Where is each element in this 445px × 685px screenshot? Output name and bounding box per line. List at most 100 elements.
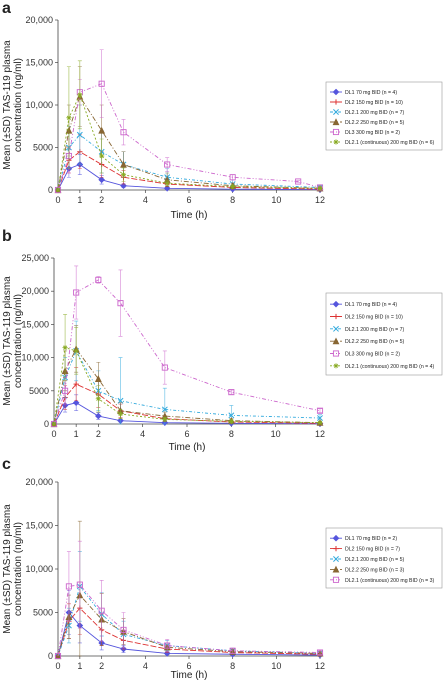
legend-entry: DL2.1 200 mg BID (n = 7) (345, 327, 405, 333)
x-axis-label: Time (h) (171, 670, 208, 681)
legend-marker (333, 139, 339, 145)
data-point (98, 176, 105, 184)
error-bar (121, 119, 126, 146)
y-tick-label: 25,000 (21, 253, 49, 263)
x-tick-label: 2 (99, 661, 104, 671)
x-tick-label: 0 (55, 195, 60, 205)
error-bar (99, 580, 104, 642)
data-point (77, 92, 83, 98)
error-bar (229, 389, 234, 395)
y-tick-label: 5000 (33, 608, 53, 618)
series-5 (54, 49, 324, 194)
x-tick-label: 12 (315, 195, 325, 205)
data-point (117, 411, 124, 417)
series-6 (55, 60, 323, 193)
panel-letter-a: a (2, 0, 11, 17)
y-tick-label: 20,000 (21, 286, 49, 296)
data-point (120, 129, 127, 136)
chart-panel-c: c 0 1 2 4 6 8 10 12 0 5000 10,000 15,000 20,000 Time … (0, 456, 445, 685)
data-point (229, 174, 236, 181)
legend-marker (332, 350, 340, 357)
x-tick-label: 0 (51, 429, 56, 439)
series-2 (55, 134, 323, 193)
legend: DL1 70 mg BID (n = 2) DL2 150 mg BID (n =… (325, 527, 443, 589)
series-line (57, 584, 321, 657)
series-2 (55, 581, 323, 659)
series-line (57, 83, 321, 191)
y-tick-label: 20,000 (25, 477, 53, 487)
y-tick-label: 10,000 (21, 353, 49, 363)
data-point (54, 652, 62, 660)
legend-entry: DL2.1 (continuous) 200 mg BID (n = 4) (345, 364, 435, 370)
legend-box (325, 292, 443, 376)
x-tick-label: 12 (315, 661, 325, 671)
x-tick-label: 8 (229, 429, 234, 439)
x-tick-label: 6 (186, 195, 191, 205)
data-point (164, 642, 171, 649)
legend-entry: DL1 70 mg BID (n = 2) (345, 536, 397, 542)
legend-entry: DL1 70 mg BID (n = 4) (345, 302, 397, 308)
y-tick-label: 0 (48, 651, 53, 661)
x-axis-label: Time (h) (171, 210, 208, 221)
x-tick-label: 0 (55, 661, 60, 671)
legend-marker (332, 534, 340, 542)
series-3 (55, 551, 323, 659)
legend-marker (332, 88, 340, 96)
y-axis-label: Mean (±SD) TAS-119 plasmaconcentration (… (2, 40, 24, 170)
x-tick-label: 6 (186, 661, 191, 671)
data-point (95, 276, 102, 283)
legend-marker (332, 337, 340, 345)
data-point (73, 289, 80, 296)
data-point (62, 345, 68, 351)
data-point (98, 126, 106, 134)
error-bar (165, 639, 170, 652)
data-point (120, 182, 127, 190)
x-tick-label: 10 (271, 661, 281, 671)
series-5 (50, 265, 324, 428)
chart-panel-a: a 0 1 2 4 6 8 10 12 0 5000 10,000 15,000 20,000 Time … (0, 0, 445, 228)
data-point (164, 180, 170, 186)
error-bar (318, 650, 322, 655)
data-point (73, 348, 79, 354)
legend-entry: DL2.1 200 mg BID (n = 5) (345, 557, 405, 563)
legend-marker (333, 109, 339, 115)
x-tick-label: 1 (77, 195, 82, 205)
data-point (76, 581, 83, 588)
series-3 (55, 104, 323, 193)
chart-b-svg: 0 1 2 4 6 8 10 120500010,00015,00020,00025,000T… (2, 253, 443, 453)
series-line (53, 383, 321, 425)
y-axis-label: Mean (±SD) TAS-119 plasmaconcentration (… (2, 504, 24, 634)
data-point (228, 389, 235, 396)
legend-entry: DL2.1 (continuous) 200 mg BID (n = 3) (345, 578, 435, 584)
data-point (161, 364, 168, 371)
x-tick-label: 4 (143, 661, 148, 671)
data-point (95, 396, 101, 402)
data-point (316, 649, 324, 656)
data-point (72, 399, 80, 407)
data-point (51, 421, 57, 427)
x-tick-label: 4 (140, 429, 145, 439)
legend-entry: DL2 150 mg BID (n = 10) (345, 100, 403, 106)
data-point (62, 387, 69, 394)
data-point (76, 131, 83, 138)
y-tick-label: 15,000 (21, 319, 49, 329)
x-tick-label: 8 (230, 195, 235, 205)
legend-entry: DL2.2 250 mg BID (n = 5) (345, 120, 405, 126)
series-3 (51, 320, 323, 427)
series-line (57, 607, 321, 657)
error-bar (230, 174, 235, 181)
data-point (94, 375, 102, 382)
y-tick-label: 15,000 (25, 58, 53, 68)
series-line (53, 348, 321, 425)
series-line (53, 402, 321, 425)
series-1 (50, 394, 324, 428)
y-tick-label: 0 (48, 185, 53, 195)
legend-entry: DL3 300 mg BID (n = 2) (345, 130, 400, 136)
legend-marker (332, 565, 340, 573)
panel-letter-b: b (2, 228, 12, 245)
data-point (317, 420, 323, 426)
error-bar (162, 350, 167, 385)
data-point (98, 80, 105, 87)
legend-entry: DL2 150 mg BID (n = 10) (345, 315, 403, 321)
legend-marker (333, 363, 339, 369)
